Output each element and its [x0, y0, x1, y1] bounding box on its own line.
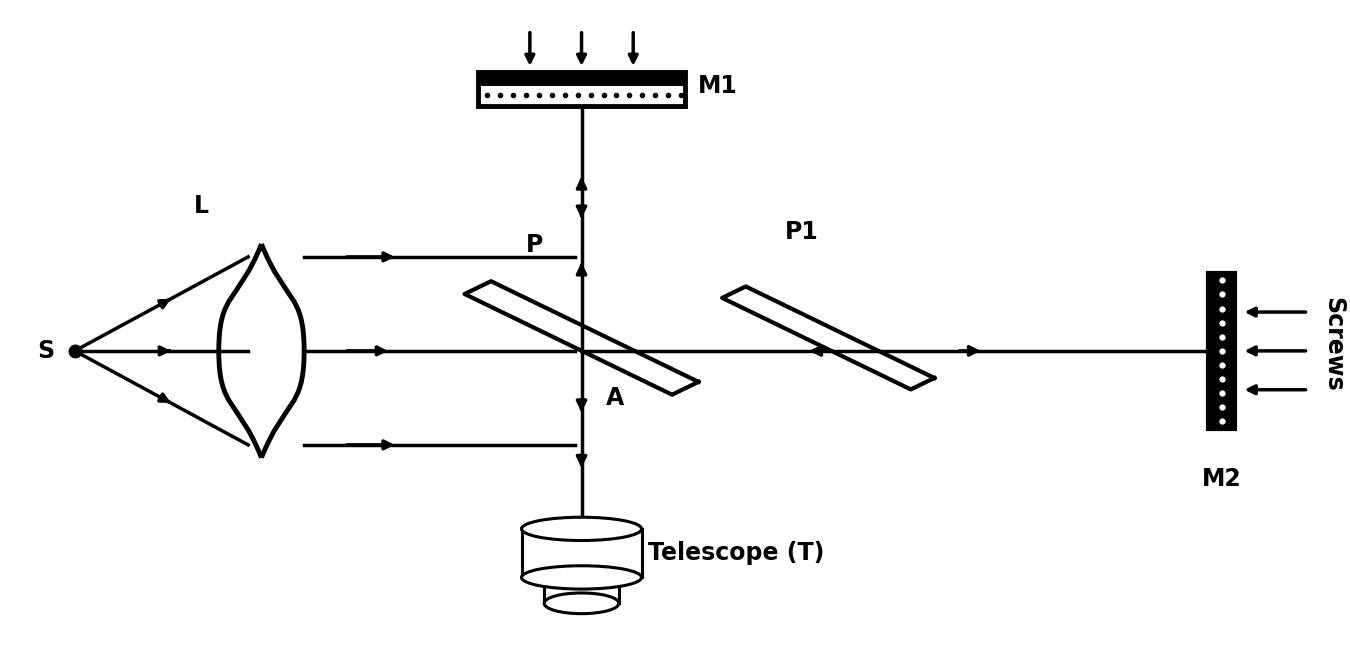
- Text: Telescope (T): Telescope (T): [648, 541, 825, 565]
- Bar: [544, 577, 618, 603]
- Ellipse shape: [544, 593, 618, 614]
- Text: E: E: [547, 545, 563, 569]
- Bar: [478, 72, 684, 105]
- Bar: [1208, 273, 1235, 428]
- Text: M1: M1: [698, 73, 738, 98]
- Polygon shape: [464, 281, 698, 395]
- Ellipse shape: [521, 566, 641, 589]
- Polygon shape: [722, 287, 934, 389]
- Text: S: S: [38, 339, 55, 363]
- Bar: [478, 72, 684, 86]
- Text: P1: P1: [784, 220, 818, 244]
- Text: P: P: [526, 233, 544, 257]
- Ellipse shape: [521, 517, 641, 541]
- PathPatch shape: [219, 244, 304, 458]
- Bar: [521, 529, 641, 577]
- Text: A: A: [606, 387, 624, 411]
- Text: L: L: [194, 194, 209, 218]
- Text: Screws: Screws: [1322, 297, 1346, 392]
- Text: M2: M2: [1202, 467, 1242, 491]
